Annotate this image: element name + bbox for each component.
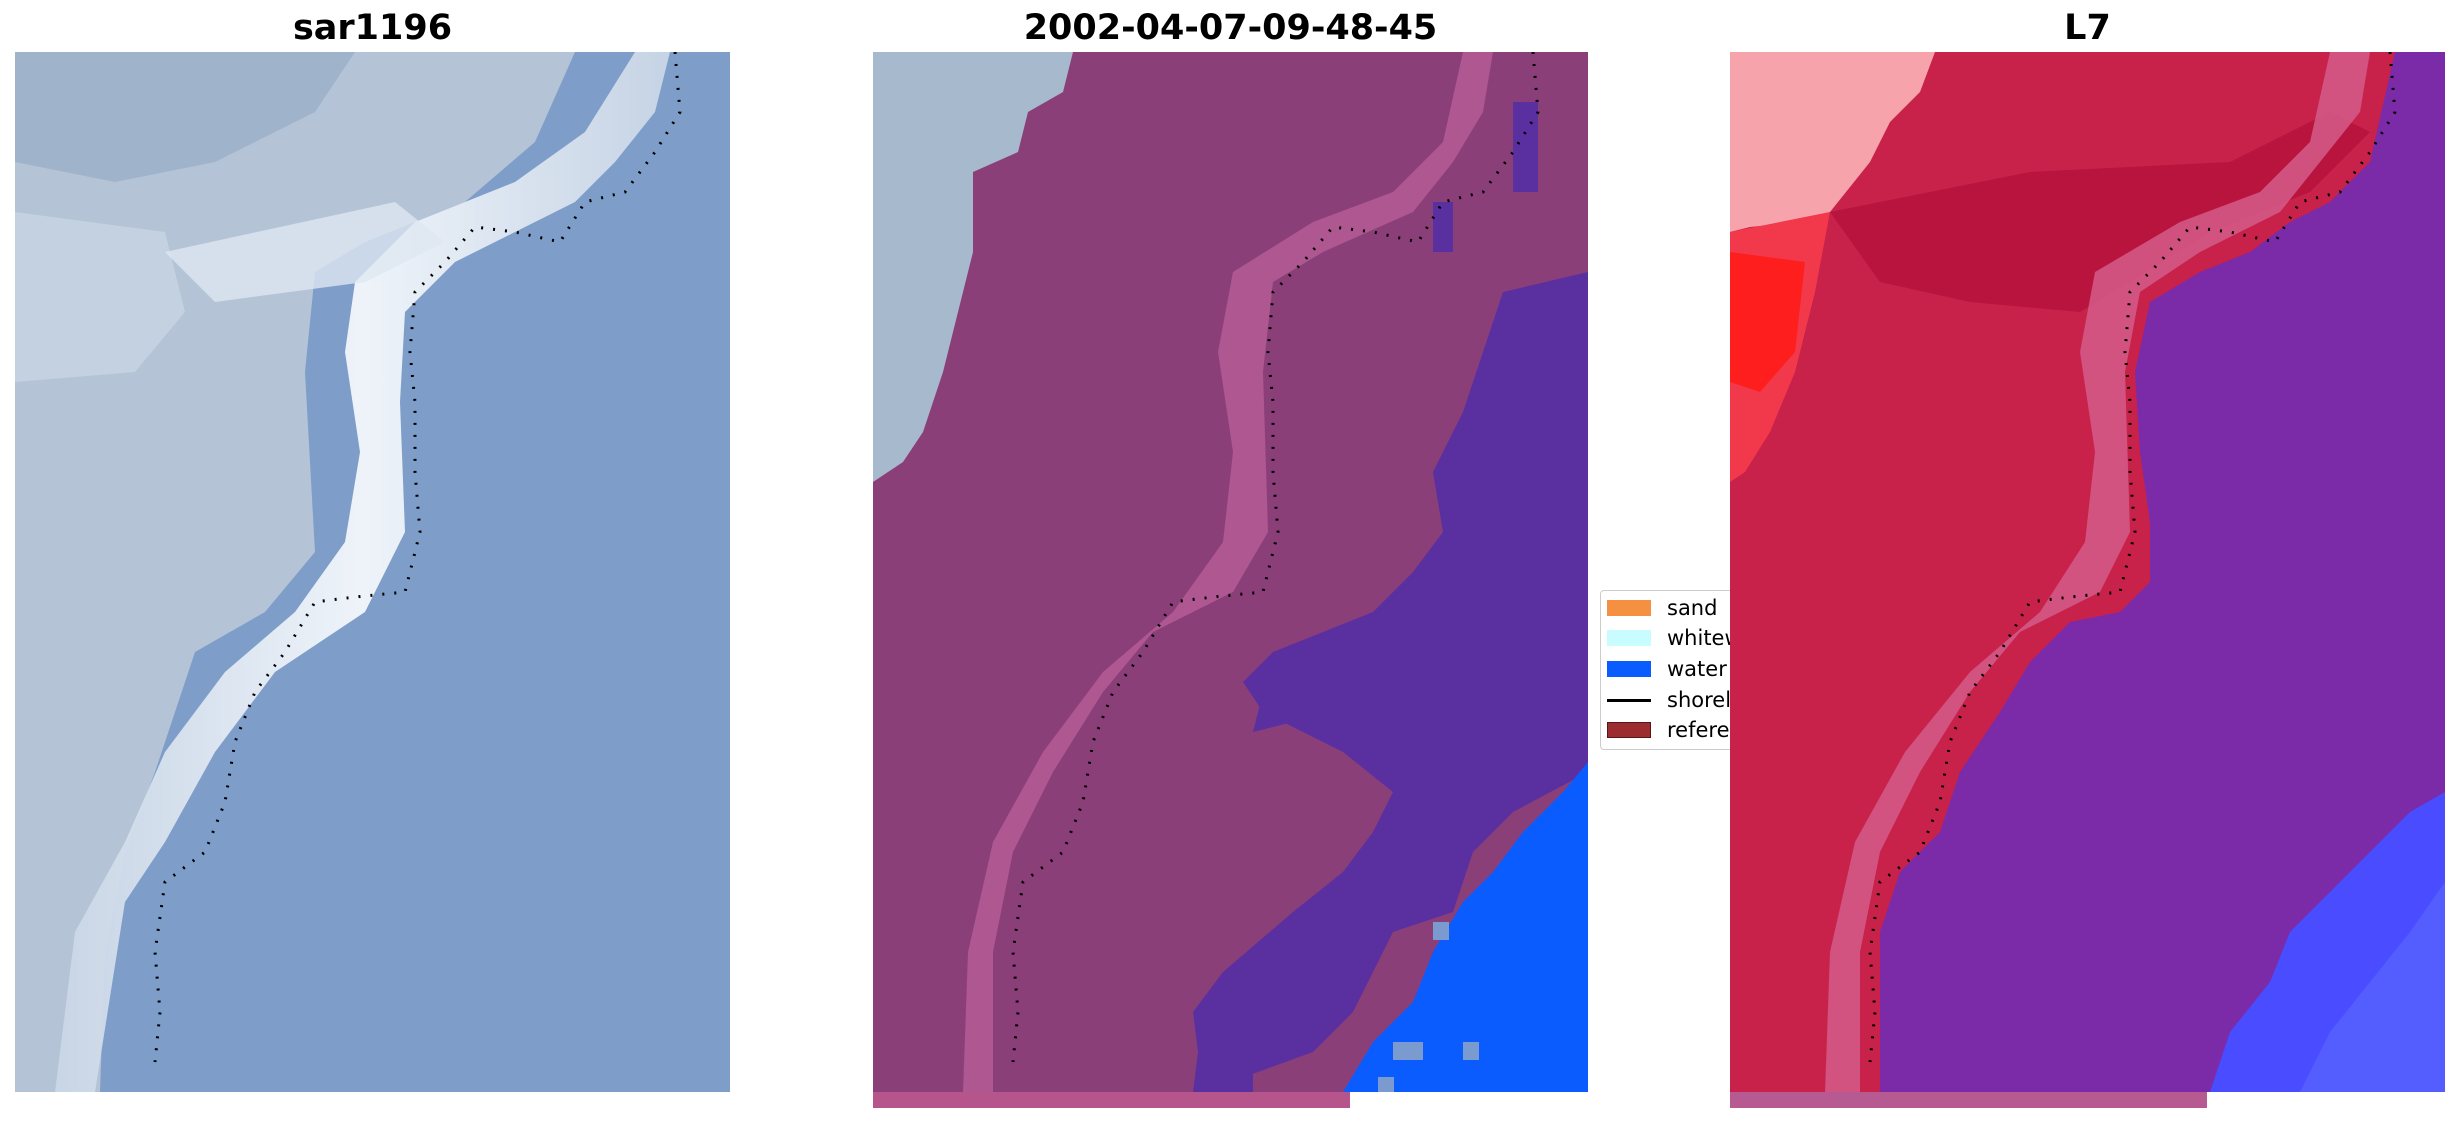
shoreline-classified — [1011, 52, 1540, 1063]
sar-image — [15, 52, 730, 1092]
legend-item-reference: reference — [1607, 717, 1739, 743]
sar-image-panel — [15, 52, 730, 1092]
panel-title-l7: L7 — [2064, 8, 2111, 48]
reference-bar-classified — [873, 1092, 1350, 1108]
reference-bar-l7 — [1730, 1092, 2207, 1108]
whitewater-swatch — [1607, 630, 1651, 646]
shoreline-l7 — [1868, 52, 2397, 1063]
legend-item-shoreline: shoreline — [1607, 687, 1739, 713]
sand-swatch — [1607, 600, 1651, 616]
panel-title-sar: sar1196 — [292, 8, 453, 48]
classified-image — [873, 52, 1588, 1092]
shoreline-swatch — [1607, 698, 1651, 702]
legend-label-shoreline: shoreline — [1667, 688, 1739, 712]
legend-label-water: water — [1667, 657, 1727, 681]
legend-label-reference: reference — [1667, 718, 1739, 742]
shoreline-sar — [153, 52, 682, 1063]
water-swatch — [1607, 661, 1651, 677]
classified-image-panel — [873, 52, 1588, 1092]
l7-image — [1730, 52, 2445, 1092]
l7-image-panel — [1730, 52, 2445, 1092]
legend-label-sand: sand — [1667, 596, 1718, 620]
reference-swatch — [1607, 722, 1651, 738]
legend-item-water: water — [1607, 656, 1727, 682]
panel-title-date: 2002-04-07-09-48-45 — [1023, 8, 1438, 48]
legend-item-sand: sand — [1607, 595, 1717, 621]
